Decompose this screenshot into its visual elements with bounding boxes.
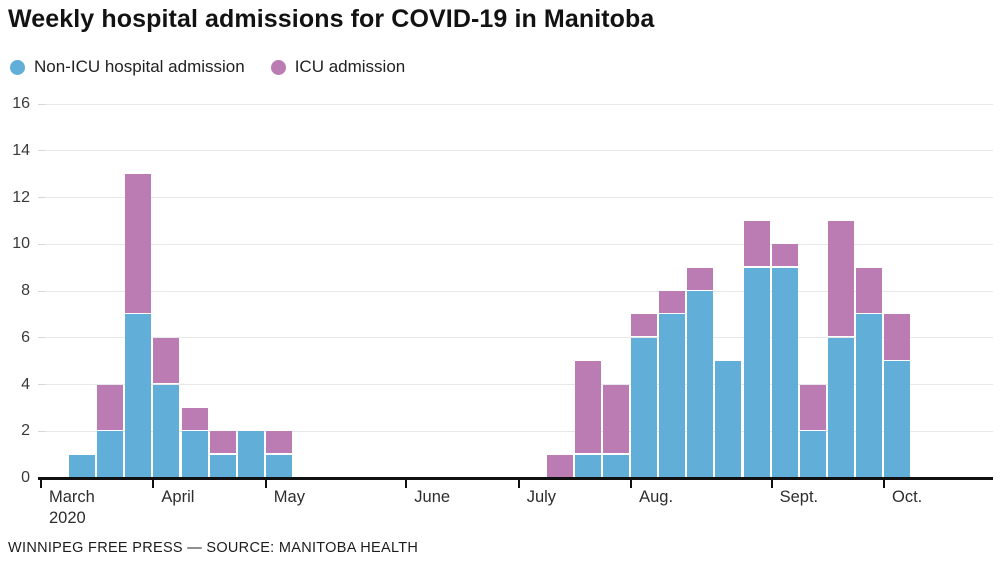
bar-segment-non-icu-week-1	[69, 454, 96, 478]
bar-segment-non-icu-week-19	[574, 454, 601, 478]
legend-item-icu: ICU admission	[270, 57, 406, 77]
x-tick-label-april: April	[161, 488, 195, 506]
x-tick-aug	[630, 479, 633, 488]
y-tick-label-4: 4	[21, 375, 30, 393]
bar-segment-non-icu-week-21	[631, 337, 658, 478]
bar-segment-non-icu-week-8	[265, 454, 292, 478]
gridline-y-12	[38, 197, 993, 198]
bar-segment-icu-week-4	[153, 337, 180, 383]
bar-segment-non-icu-week-5	[181, 431, 208, 478]
page-title: Weekly hospital admissions for COVID-19 …	[8, 5, 655, 33]
bar-segment-icu-week-25	[743, 220, 770, 267]
bar-segment-non-icu-week-25	[743, 267, 770, 478]
bar-segment-non-icu-week-29	[855, 314, 882, 478]
gridline-y-6	[38, 337, 993, 339]
legend-swatch-non-icu-icon	[10, 59, 25, 75]
bar-segment-icu-week-27	[799, 384, 826, 430]
gridline-y-10	[38, 243, 993, 245]
bar-segment-non-icu-week-2	[97, 431, 124, 478]
bar-segment-non-icu-week-30	[884, 361, 910, 478]
bar-segment-icu-week-20	[603, 384, 629, 454]
x-tick-label-march: March 2020	[49, 488, 95, 527]
x-tick-june	[405, 479, 408, 488]
y-tick-label-12: 12	[12, 188, 30, 206]
bar-segment-icu-week-23	[687, 267, 714, 290]
bar-segment-non-icu-week-3	[125, 314, 152, 478]
x-tick-label-may: May	[273, 488, 305, 506]
legend-swatch-icu-icon	[270, 59, 286, 75]
bar-segment-icu-week-5	[181, 407, 208, 430]
x-tick-april	[152, 479, 155, 488]
bar-segment-icu-week-22	[659, 291, 686, 313]
y-tick-label-6: 6	[21, 328, 30, 346]
y-tick-label-0: 0	[21, 469, 30, 486]
bar-segment-non-icu-week-6	[209, 454, 236, 478]
bar-segment-non-icu-week-26	[771, 267, 798, 478]
bar-segment-icu-week-8	[265, 431, 292, 454]
x-tick-label-aug: Aug.	[639, 488, 674, 506]
y-tick-label-8: 8	[21, 282, 30, 299]
bar-segment-icu-week-29	[855, 267, 882, 313]
bar-segment-icu-week-18	[546, 454, 573, 478]
x-tick-label-july: July	[526, 488, 557, 506]
footer-credit: WINNIPEG FREE PRESS — SOURCE: MANITOBA H…	[8, 540, 419, 556]
bar-segment-non-icu-week-7	[237, 431, 264, 478]
bar-segment-non-icu-week-22	[659, 314, 686, 478]
gridline-y-14	[38, 150, 993, 152]
bar-segment-non-icu-week-23	[687, 291, 714, 478]
gridline-y-2	[38, 430, 993, 432]
y-tick-label-14: 14	[12, 141, 30, 159]
bar-segment-non-icu-week-4	[153, 384, 180, 478]
y-tick-label-2: 2	[21, 422, 30, 440]
y-tick-label-10: 10	[12, 235, 30, 253]
bar-segment-icu-week-30	[884, 314, 910, 360]
bar-segment-icu-week-21	[631, 314, 658, 337]
gridline-y-8	[38, 290, 993, 292]
legend: Non-ICU hospital admission ICU admission	[10, 57, 405, 77]
x-tick-oct	[883, 479, 885, 488]
bar-segment-non-icu-week-27	[799, 431, 826, 478]
legend-label-icu: ICU admission	[294, 57, 406, 76]
bar-segment-icu-week-26	[771, 244, 798, 267]
bar-segment-icu-week-28	[827, 220, 854, 337]
x-tick-may	[264, 479, 267, 488]
gridline-y-16	[38, 103, 993, 105]
x-tick-sept	[770, 479, 773, 488]
bar-segment-icu-week-19	[574, 361, 601, 454]
bar-segment-non-icu-week-24	[715, 361, 742, 478]
x-tick-march	[40, 479, 42, 488]
bar-segment-non-icu-week-28	[827, 337, 854, 478]
bar-segment-icu-week-2	[97, 384, 124, 430]
x-tick-label-sept: Sept.	[779, 488, 819, 506]
x-tick-july	[517, 479, 520, 488]
bar-segment-icu-week-3	[125, 174, 152, 313]
bar-segment-non-icu-week-20	[603, 454, 629, 478]
y-tick-label-16: 16	[12, 95, 30, 112]
legend-item-non-icu: Non-ICU hospital admission	[10, 57, 245, 77]
x-axis-line	[38, 477, 993, 480]
bar-segment-icu-week-6	[209, 431, 236, 454]
x-tick-label-oct: Oct.	[892, 488, 923, 506]
x-tick-label-june: June	[414, 488, 451, 506]
gridline-y-4	[38, 384, 993, 385]
legend-label-non-icu: Non-ICU hospital admission	[34, 57, 245, 76]
